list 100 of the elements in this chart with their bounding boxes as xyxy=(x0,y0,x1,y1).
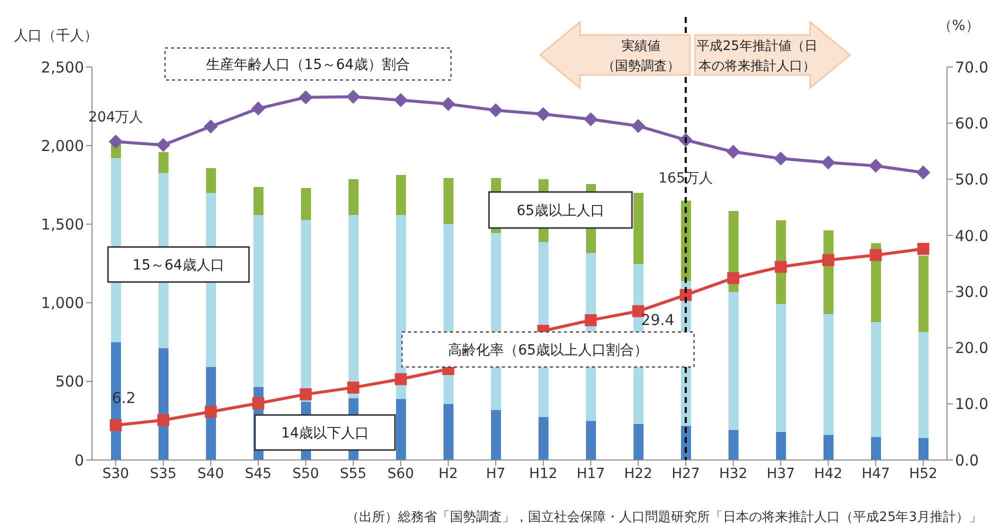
point xyxy=(157,414,170,426)
point xyxy=(488,103,503,118)
point xyxy=(347,382,360,394)
y-tick-label: 1,000 xyxy=(41,294,84,312)
y-tick-label: 500 xyxy=(55,372,84,391)
text: （出所）総務省「国勢調査」，国立社会保障・人口問題研究所「日本の将来推計人口（平成25年3月推計）」 xyxy=(346,509,982,526)
bar xyxy=(634,424,644,460)
bar xyxy=(158,152,168,173)
series-label: 高齢化率（65歳以上人口割合） xyxy=(448,342,648,358)
point xyxy=(346,90,360,104)
bar xyxy=(206,168,216,194)
y-tick-label: 2,000 xyxy=(41,136,84,155)
x-tick-label: S35 xyxy=(150,466,177,482)
x-tick-label: S45 xyxy=(244,466,272,482)
bar xyxy=(301,220,311,402)
point xyxy=(727,272,740,284)
bar xyxy=(728,430,738,460)
bar xyxy=(348,215,358,398)
point xyxy=(108,134,123,149)
bar xyxy=(871,437,881,460)
point xyxy=(298,90,313,104)
point xyxy=(584,112,598,126)
bar xyxy=(918,438,928,460)
series-label: 14歳以下人口 xyxy=(281,426,369,442)
y-tick-label: 0 xyxy=(74,451,84,470)
bar xyxy=(444,404,454,460)
bar xyxy=(444,178,454,224)
point xyxy=(774,260,787,273)
point xyxy=(917,242,930,255)
y2-tick-label: 0.0 xyxy=(955,451,979,470)
x-tick-label: H32 xyxy=(719,466,748,482)
bar xyxy=(491,410,501,460)
y2-tick-label: 20.0 xyxy=(955,339,988,358)
x-tick-label: S55 xyxy=(340,466,367,482)
x-tick-label: H47 xyxy=(862,466,890,482)
y-tick-label: 1,500 xyxy=(41,216,84,234)
point xyxy=(251,102,266,116)
point xyxy=(726,144,740,159)
bar xyxy=(824,314,834,436)
point xyxy=(300,388,312,400)
bar xyxy=(301,188,311,220)
bar xyxy=(396,174,406,216)
bar xyxy=(396,399,406,460)
point xyxy=(252,397,264,410)
bar xyxy=(634,192,644,264)
bar xyxy=(254,215,264,388)
bar xyxy=(824,435,834,460)
bar xyxy=(918,332,928,438)
point xyxy=(156,138,170,152)
point xyxy=(441,97,456,112)
y-tick-label: 2,500 xyxy=(41,58,84,76)
x-tick-label: H42 xyxy=(814,466,842,482)
y2-tick-label: 60.0 xyxy=(955,114,988,132)
point xyxy=(204,406,217,418)
bar xyxy=(586,421,596,460)
x-tick-label: S50 xyxy=(292,466,320,482)
y-axis-title: 人口（千人） xyxy=(14,28,98,44)
annotation: 実績値（国勢調査） xyxy=(602,38,680,74)
bar xyxy=(538,416,548,460)
bar xyxy=(871,322,881,438)
x-tick-label: H12 xyxy=(529,466,558,482)
y2-tick-label: 40.0 xyxy=(955,226,988,245)
point xyxy=(774,152,788,166)
data-label: 29.4 xyxy=(641,310,674,329)
series-label: 15～64歳人口 xyxy=(132,258,224,274)
point xyxy=(916,166,930,180)
x-tick-label: S60 xyxy=(387,466,414,482)
series-label: 生産年齢人口（15～64歳）割合 xyxy=(206,57,410,73)
y2-tick-label: 50.0 xyxy=(955,170,988,189)
point xyxy=(631,118,646,133)
annotation: 平成25年推計値（日本の将来推計人口） xyxy=(696,39,818,74)
point xyxy=(394,93,408,108)
bar xyxy=(918,256,928,332)
x-tick-label: S30 xyxy=(102,466,130,482)
y2-tick-label: 10.0 xyxy=(955,395,988,414)
y2-tick-label: 70.0 xyxy=(955,58,988,76)
x-tick-label: H17 xyxy=(576,466,605,482)
point xyxy=(204,120,218,134)
point xyxy=(584,314,597,326)
bar xyxy=(776,432,786,460)
x-tick-label: H22 xyxy=(624,466,652,482)
x-tick-label: H7 xyxy=(486,466,506,482)
series-label: 65歳以上人口 xyxy=(516,203,604,219)
bar xyxy=(254,186,264,216)
bar xyxy=(776,304,786,432)
y2-axis-title: （%） xyxy=(938,18,980,34)
point xyxy=(821,155,836,170)
point xyxy=(110,419,122,432)
point xyxy=(536,107,550,122)
x-tick-label: S40 xyxy=(197,466,224,482)
x-tick-label: H27 xyxy=(672,466,700,482)
x-tick-label: H52 xyxy=(909,466,938,482)
y2-tick-label: 30.0 xyxy=(955,282,988,301)
bar xyxy=(348,179,358,216)
x-tick-label: H37 xyxy=(766,466,795,482)
point xyxy=(394,373,407,386)
point xyxy=(868,158,883,173)
annotation: 165万人 xyxy=(658,170,714,187)
bar xyxy=(728,292,738,430)
point xyxy=(822,254,834,266)
